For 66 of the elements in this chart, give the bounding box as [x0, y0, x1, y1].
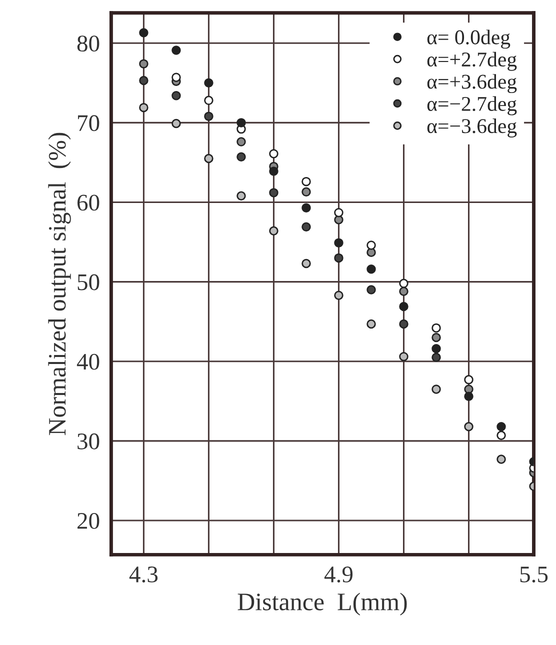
- point: [139, 102, 148, 112]
- point: [172, 46, 181, 55]
- y-axis-title: Normalized output signal (%): [48, 132, 71, 436]
- point: [464, 422, 474, 432]
- point: [204, 154, 214, 164]
- legend-label: α= 0.0deg: [427, 30, 510, 49]
- point: [366, 264, 376, 274]
- point: [334, 238, 344, 248]
- x-tick-label: 4.9: [324, 566, 353, 583]
- legend-label: α=+3.6deg: [427, 74, 517, 94]
- y-tick-label: 80: [77, 36, 100, 52]
- y-tick-label: 70: [78, 115, 100, 132]
- point: [302, 258, 311, 268]
- point: [139, 76, 148, 86]
- x-tick-label: 4.3: [129, 566, 158, 583]
- point: [334, 208, 344, 218]
- point: [366, 285, 376, 294]
- point: [432, 323, 441, 333]
- point: [236, 191, 246, 201]
- point: [139, 59, 148, 68]
- point: [139, 28, 148, 38]
- x-axis-title: Distance L(mm): [238, 592, 407, 616]
- y-tick-label: 50: [78, 274, 100, 290]
- point: [302, 222, 311, 232]
- point: [172, 72, 181, 82]
- point: [236, 137, 246, 146]
- point: [464, 392, 474, 401]
- point: [236, 118, 246, 128]
- point: [399, 352, 408, 362]
- point: [236, 152, 246, 162]
- point: [302, 187, 311, 197]
- point: [269, 188, 278, 198]
- legend-label: α=−2.7deg: [427, 96, 517, 116]
- point: [172, 91, 181, 100]
- point: [496, 422, 506, 432]
- y-tick-label: 60: [77, 194, 100, 211]
- point: [269, 226, 278, 236]
- point: [432, 352, 441, 362]
- point: [399, 302, 408, 312]
- y-tick-label: 40: [76, 354, 100, 370]
- point: [399, 319, 408, 329]
- point: [334, 290, 344, 300]
- point: [464, 375, 474, 384]
- point: [496, 430, 506, 440]
- point: [334, 253, 344, 263]
- point: [302, 203, 311, 212]
- y-tick-label: 30: [78, 433, 100, 450]
- point: [432, 384, 441, 394]
- legend-label: α=−3.6deg: [427, 118, 517, 138]
- y-tick-label: 20: [78, 512, 100, 529]
- point: [496, 454, 506, 464]
- point: [172, 118, 181, 128]
- point: [366, 319, 376, 329]
- point: [366, 240, 376, 250]
- point: [302, 176, 311, 186]
- legend-label: α=+2.7deg: [427, 52, 517, 71]
- point: [204, 78, 214, 88]
- point: [432, 332, 441, 342]
- point: [269, 149, 278, 158]
- point: [204, 96, 214, 106]
- point: [399, 278, 408, 288]
- point: [204, 112, 214, 121]
- x-tick-label: 5.5: [520, 566, 548, 583]
- point: [269, 166, 278, 176]
- point: [432, 344, 441, 354]
- point: [399, 286, 408, 296]
